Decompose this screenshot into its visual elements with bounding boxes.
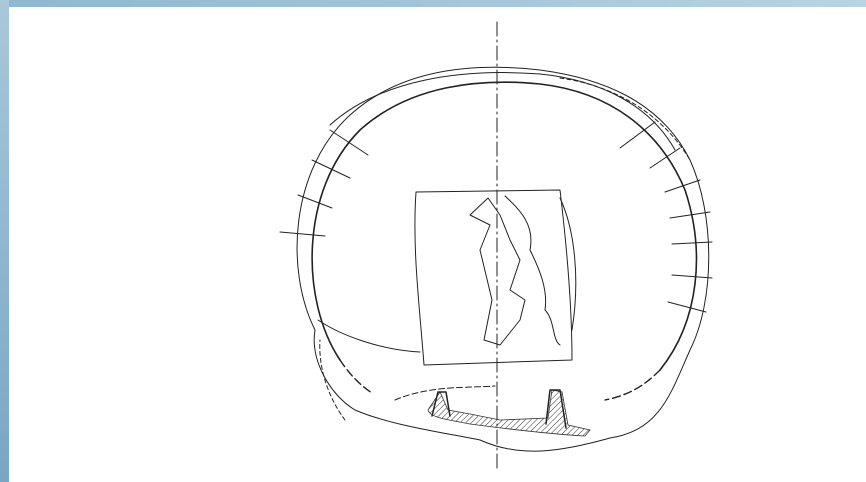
inner-circle-dashed-left xyxy=(339,359,373,394)
crack-shape xyxy=(469,197,526,346)
tablet-edge xyxy=(559,197,577,331)
left-border xyxy=(0,0,9,482)
base-dashed xyxy=(394,385,496,401)
inner-edge xyxy=(317,319,421,353)
crack-line xyxy=(504,195,561,346)
left-ticks xyxy=(279,129,369,237)
top-border xyxy=(0,0,866,7)
rim-dashed xyxy=(559,77,691,161)
outer-rim xyxy=(296,66,710,452)
tablet xyxy=(414,189,573,366)
rim-line xyxy=(329,72,676,151)
inner-circle xyxy=(311,81,698,371)
peg-right xyxy=(545,389,567,429)
peg-left xyxy=(431,391,451,417)
right-ticks xyxy=(619,121,713,313)
base-hatching xyxy=(427,389,591,437)
inner-circle-dashed-right xyxy=(604,369,661,401)
rim-dashed-left xyxy=(319,339,346,421)
